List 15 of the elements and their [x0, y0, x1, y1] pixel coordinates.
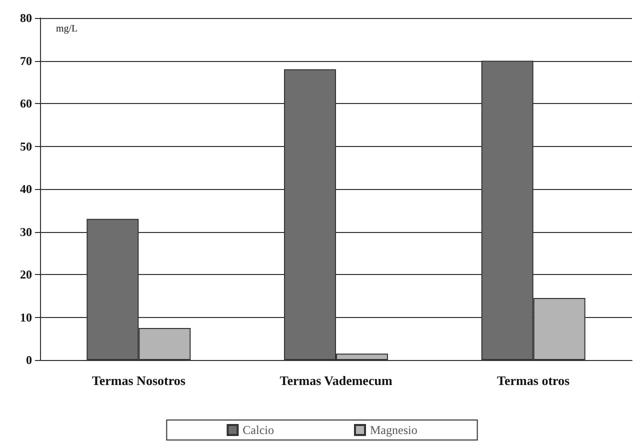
y-tick-label: 40 — [20, 182, 32, 196]
y-tick-label: 80 — [20, 11, 32, 25]
x-tick-label: Termas Nosotros — [92, 373, 186, 388]
y-tick-label: 0 — [26, 353, 32, 367]
y-tick-label: 50 — [20, 139, 32, 154]
legend-label: Calcio — [242, 423, 274, 437]
y-tick-label: 10 — [20, 310, 32, 324]
y-axis-title: mg/L — [56, 24, 78, 34]
y-tick-label: 70 — [20, 54, 32, 68]
x-tick-label: Termas Vademecum — [280, 373, 392, 388]
legend-label: Magnesio — [370, 423, 418, 437]
y-tick-label: 60 — [20, 96, 32, 110]
y-tick-label: 20 — [20, 268, 32, 282]
x-tick-label: Termas otros — [497, 373, 570, 388]
y-tick-label: 30 — [20, 224, 32, 239]
